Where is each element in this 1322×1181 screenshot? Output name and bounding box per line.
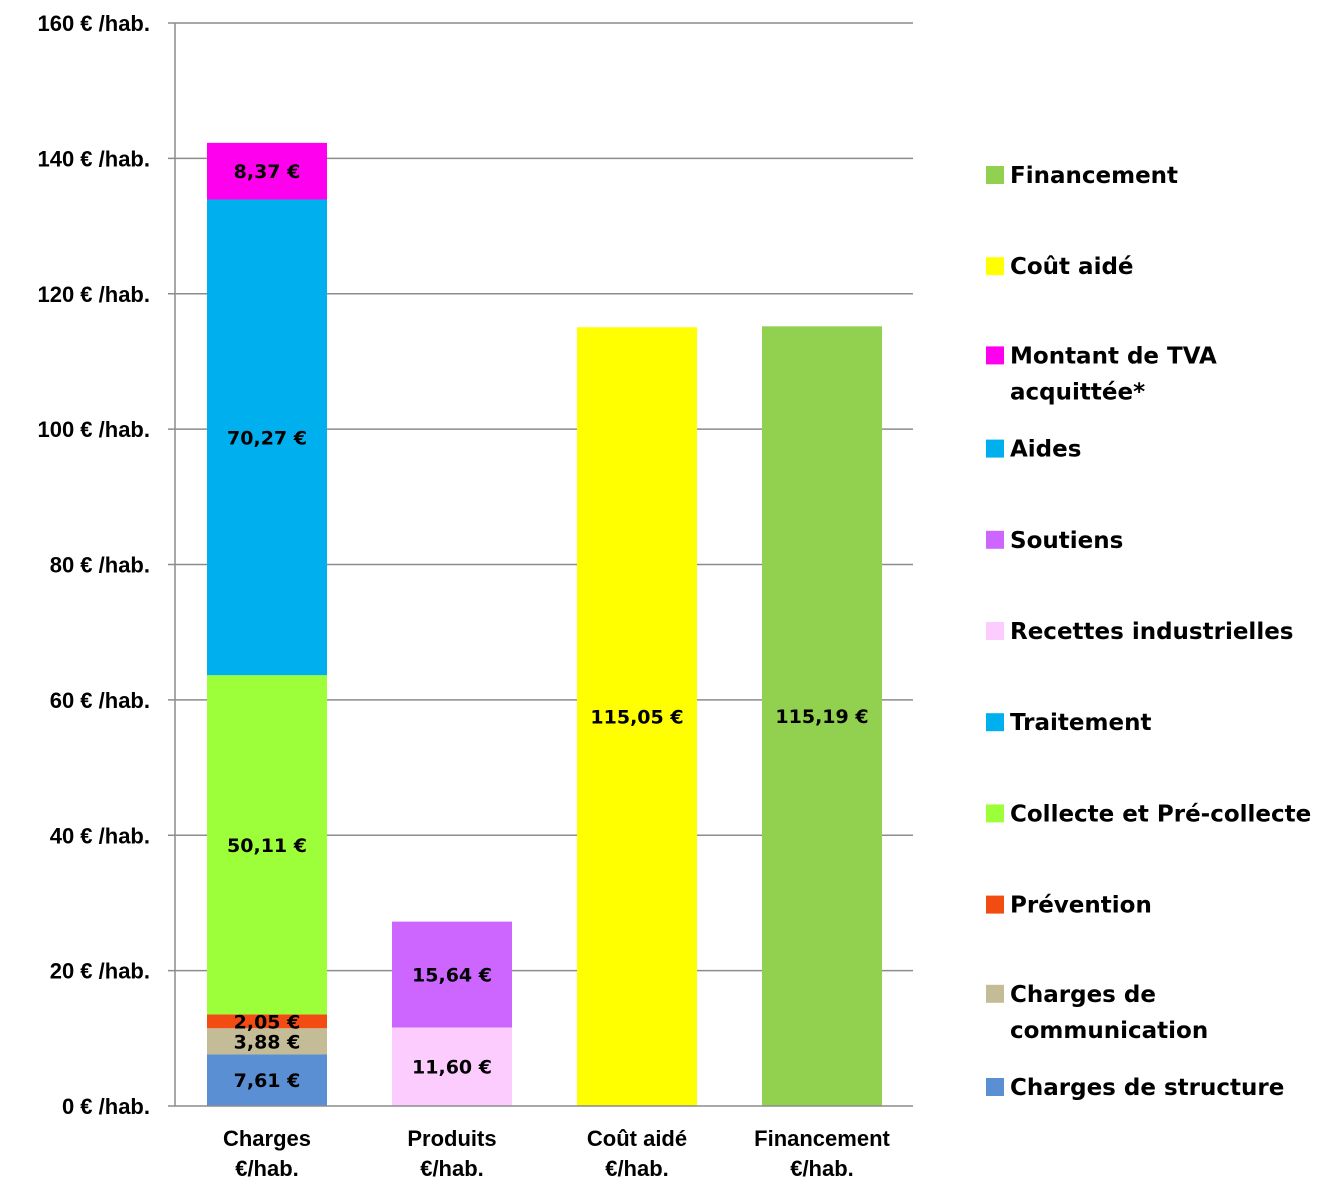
y-tick-label: 60 € /hab. [50, 688, 150, 713]
legend-swatch [986, 346, 1004, 365]
y-tick-label: 140 € /hab. [37, 146, 150, 171]
data-label: 115,19 € [775, 706, 868, 728]
data-label: 15,64 € [412, 965, 492, 987]
data-label: 115,05 € [590, 707, 683, 729]
legend-label: Coût aidé [1010, 254, 1134, 280]
bar-segment [207, 199, 327, 676]
x-tick-label: Produits €/hab. [407, 1126, 496, 1181]
x-tick-label: Charges €/hab. [223, 1126, 311, 1181]
legend-swatch [986, 439, 1004, 458]
y-tick-label: 20 € /hab. [50, 959, 150, 984]
data-label: 7,61 € [234, 1070, 301, 1092]
legend-swatch [986, 530, 1004, 549]
legend-label: Collecte et Pré-collecte [1010, 801, 1311, 827]
legend-label: Financement [1010, 163, 1178, 189]
data-label: 2,05 € [234, 1011, 301, 1033]
legend-label: Charges de communication [1010, 982, 1208, 1044]
legend-swatch [986, 622, 1004, 640]
bar-segment [577, 327, 697, 1106]
legend-swatch [986, 1078, 1004, 1096]
bar-segment [207, 675, 327, 1015]
legend-swatch [986, 804, 1004, 823]
bar-segment [392, 1027, 512, 1106]
data-label: 8,37 € [234, 161, 301, 183]
legend-label: Charges de structure [1010, 1075, 1284, 1101]
x-tick-label: Coût aidé €/hab. [587, 1126, 687, 1181]
bar-segment [207, 1054, 327, 1106]
legend-label: Montant de TVA acquittée* [1010, 343, 1217, 405]
legend-swatch [986, 895, 1004, 914]
data-label: 3,88 € [234, 1031, 301, 1053]
bar-segment [207, 1014, 327, 1029]
legend-label: Soutiens [1010, 528, 1123, 554]
legend-label: Recettes industrielles [1010, 619, 1294, 645]
y-tick-label: 80 € /hab. [50, 553, 150, 578]
legend-swatch [986, 166, 1004, 184]
legend-swatch [986, 713, 1004, 732]
y-tick-label: 0 € /hab. [62, 1094, 150, 1119]
x-tick-label: Financement €/hab. [754, 1126, 890, 1181]
bars [207, 142, 882, 1106]
legend-swatch [986, 257, 1004, 276]
bar-segment [392, 921, 512, 1028]
legend-swatch [986, 984, 1004, 1003]
bar-segment [207, 1028, 327, 1055]
data-label: 50,11 € [227, 835, 307, 857]
y-tick-label: 160 € /hab. [37, 11, 150, 36]
y-tick-label: 120 € /hab. [37, 282, 150, 307]
y-tick-label: 100 € /hab. [37, 417, 150, 442]
data-label: 11,60 € [412, 1057, 492, 1079]
bar-segment [762, 326, 882, 1106]
legend: Financement Coût aidé Montant de TVA acquit… [986, 163, 1311, 1101]
legend-label: Aides [1010, 437, 1081, 463]
data-label: 70,27 € [227, 427, 307, 449]
data-labels: 7,61 € 3,88 €2,05 € 50,11 € 11,60 € 15,64 € 7… [227, 161, 869, 1092]
legend-label: Traitement [1010, 710, 1151, 736]
axes: 0 € /hab. 20 € /hab. 40 € /hab. 60 € /hab. 8… [37, 11, 913, 1181]
bar-segment [207, 142, 327, 200]
legend-label: Prévention [1010, 893, 1152, 919]
y-tick-label: 40 € /hab. [50, 823, 150, 848]
